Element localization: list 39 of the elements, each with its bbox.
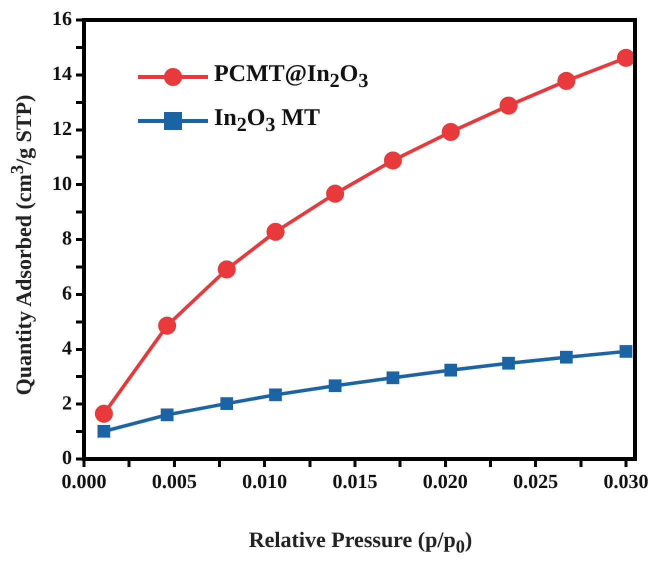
point — [158, 316, 176, 335]
point — [160, 408, 174, 422]
y-tick-label: 2 — [62, 392, 72, 414]
point — [616, 48, 635, 67]
point — [218, 260, 236, 278]
y-tick-label: 16 — [52, 8, 72, 30]
point — [620, 345, 632, 358]
y-tick-label: 14 — [52, 63, 72, 86]
x-tick-label: 0.020 — [422, 471, 468, 494]
point — [384, 151, 402, 170]
legend-label: In$_{2}$O$_{3}$ MT — [214, 105, 320, 137]
point — [269, 388, 282, 402]
y-tick-label: 4 — [62, 337, 72, 360]
x-tick-label: 0.005 — [152, 471, 197, 494]
point — [386, 371, 400, 384]
x-tick-label: 0.015 — [332, 471, 378, 494]
x-axis-title: Relative Pressure (p/p$_{0}$) — [248, 527, 474, 558]
legend-label: PCMT@In$_{2}$O$_{3}$ — [214, 61, 368, 93]
point — [328, 379, 342, 392]
point — [94, 404, 113, 423]
point — [500, 96, 518, 115]
y-tick-label: 12 — [52, 118, 72, 140]
point — [442, 122, 460, 141]
y-tick-label: 6 — [62, 282, 72, 305]
point — [266, 222, 284, 241]
point — [557, 72, 576, 90]
x-tick-label: 0.025 — [513, 471, 558, 494]
y-tick-label: 10 — [52, 172, 72, 195]
point — [220, 397, 234, 410]
point — [502, 356, 515, 370]
x-tick-label: 0.010 — [242, 471, 288, 494]
point — [326, 184, 344, 203]
y-tick-label: 0 — [62, 447, 72, 470]
y-tick-label: 8 — [62, 228, 72, 250]
point — [444, 364, 458, 376]
point — [560, 350, 573, 364]
x-tick-label: 0.030 — [603, 471, 648, 494]
point — [98, 424, 110, 438]
x-tick-label: 0.000 — [62, 471, 106, 494]
